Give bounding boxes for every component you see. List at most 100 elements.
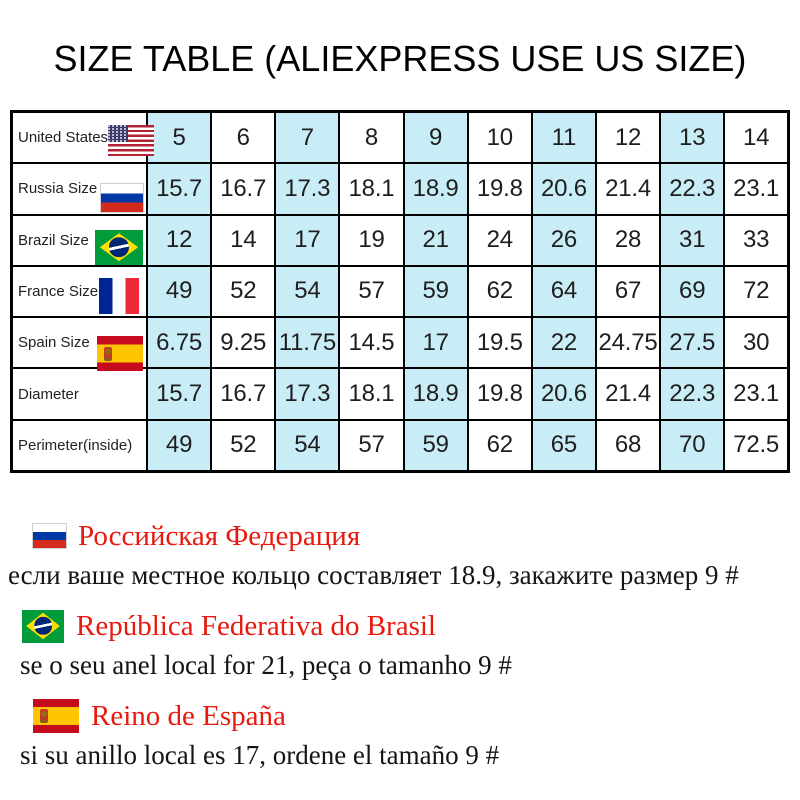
size-cell: 70 (659, 418, 726, 473)
table-row: France Size 49 52 54 57 59 62 64 67 69 72 (10, 264, 790, 319)
size-cell: 26 (530, 213, 597, 267)
size-cell: 22 (530, 316, 597, 370)
row-header-cell: Brazil Size (10, 213, 148, 267)
table-row: Russia Size 15.7 16.7 17.3 18.1 18.9 19.8 20.6 2… (10, 162, 790, 216)
size-cell: 30 (723, 316, 790, 370)
size-cell: 19.8 (466, 162, 533, 216)
row-label: United States (18, 129, 109, 147)
france-flag-icon (99, 278, 139, 315)
size-cell: 18.9 (402, 162, 469, 216)
size-cell: 65 (530, 418, 597, 473)
row-label: Perimeter(inside) (18, 436, 133, 454)
size-cell: 16.7 (210, 367, 277, 421)
size-cell: 15.7 (145, 367, 213, 421)
size-cell: 24.75 (594, 316, 662, 370)
size-cell: 18.1 (338, 162, 405, 216)
size-cell: 9 (402, 110, 469, 165)
size-cell: 49 (145, 264, 213, 319)
size-cell: 15.7 (145, 162, 213, 216)
size-cell: 28 (594, 213, 662, 267)
size-cell: 62 (466, 418, 533, 473)
size-cell: 17.3 (274, 367, 341, 421)
size-cell: 13 (659, 110, 726, 165)
note-heading: República Federativa do Brasil (76, 610, 436, 642)
note-body: если ваше местное кольцо составляет 18.9… (8, 560, 739, 590)
note-heading: Reino de España (91, 700, 286, 732)
note-russia: Российская Федерация если ваше местное к… (0, 519, 800, 591)
size-cell: 17.3 (274, 162, 341, 216)
size-cell: 27.5 (659, 316, 726, 370)
size-cell: 5 (145, 110, 213, 165)
row-label: Diameter (18, 385, 79, 403)
note-russia-header: Российская Федерация (0, 519, 800, 553)
size-cell: 6 (210, 110, 277, 165)
size-cell: 72 (723, 264, 790, 319)
size-cell: 59 (402, 264, 469, 319)
size-cell: 72.5 (723, 418, 790, 473)
size-cell: 18.1 (338, 367, 405, 421)
size-cell: 21.4 (594, 162, 662, 216)
spain-flag-icon (33, 699, 79, 733)
notes-section: Российская Федерация если ваше местное к… (0, 505, 800, 789)
size-cell: 57 (338, 264, 405, 319)
spain-flag-icon (97, 336, 143, 372)
size-cell: 23.1 (723, 367, 790, 421)
size-cell: 54 (274, 418, 341, 473)
brazil-flag-icon (22, 609, 64, 643)
note-heading: Российская Федерация (78, 520, 361, 552)
size-cell: 21.4 (594, 367, 662, 421)
size-cell: 19 (338, 213, 405, 267)
size-cell: 20.6 (530, 162, 597, 216)
size-cell: 11 (530, 110, 597, 165)
size-cell: 31 (659, 213, 726, 267)
table-row: United States 5 6 7 8 9 10 11 12 13 14 (10, 110, 790, 165)
row-label: Brazil Size (18, 231, 89, 249)
size-cell: 7 (274, 110, 341, 165)
size-cell: 33 (723, 213, 790, 267)
row-header-cell: Russia Size (10, 162, 148, 216)
size-cell: 14 (723, 110, 790, 165)
table-row: Perimeter(inside) 49 52 54 57 59 62 65 68 70 72.5 (10, 418, 790, 473)
size-table-body: United States 5 6 7 8 9 10 11 12 13 14 Russia Size 1… (10, 110, 790, 473)
note-spain-header: Reino de España (0, 699, 800, 733)
size-cell: 17 (402, 316, 469, 370)
size-cell: 12 (594, 110, 662, 165)
row-header-cell: Diameter (10, 367, 148, 421)
size-cell: 14 (210, 213, 277, 267)
size-cell: 6.75 (145, 316, 213, 370)
note-body: se o seu anel local for 21, peça o taman… (20, 650, 512, 680)
note-spain: Reino de España si su anillo local es 17… (0, 699, 800, 771)
page-title: SIZE TABLE (ALIEXPRESS USE US SIZE) (53, 38, 747, 79)
size-cell: 69 (659, 264, 726, 319)
row-label: Spain Size (18, 334, 90, 352)
row-header-cell: France Size (10, 264, 148, 319)
row-label: France Size (18, 282, 99, 300)
size-cell: 21 (402, 213, 469, 267)
size-table: United States 5 6 7 8 9 10 11 12 13 14 Russia Size 1… (10, 110, 790, 473)
note-brazil-header: República Federativa do Brasil (0, 609, 800, 643)
russia-flag-icon (100, 182, 144, 213)
size-cell: 11.75 (274, 316, 341, 370)
size-cell: 22.3 (659, 162, 726, 216)
russia-flag-icon (32, 523, 67, 549)
size-cell: 12 (145, 213, 213, 267)
table-row: Spain Size 6.75 9.25 11.75 14.5 17 19.5 22 24.75… (10, 316, 790, 372)
row-header-cell: Spain Size (10, 316, 148, 372)
size-cell: 62 (466, 264, 533, 319)
size-cell: 10 (466, 110, 533, 165)
size-cell: 24 (466, 213, 533, 267)
size-cell: 52 (210, 264, 277, 319)
size-cell: 68 (594, 418, 662, 473)
size-cell: 57 (338, 418, 405, 473)
us-flag-icon (108, 125, 155, 157)
size-cell: 19.8 (466, 367, 533, 421)
row-header-cell: Perimeter(inside) (10, 418, 148, 473)
size-cell: 59 (402, 418, 469, 473)
size-cell: 19.5 (466, 316, 533, 370)
size-cell: 64 (530, 264, 597, 319)
brazil-flag-icon (95, 229, 143, 265)
row-header-cell: United States (10, 110, 155, 165)
size-cell: 49 (145, 418, 213, 473)
table-row: Diameter 15.7 16.7 17.3 18.1 18.9 19.8 20.6 21.4… (10, 367, 790, 421)
size-cell: 22.3 (659, 367, 726, 421)
